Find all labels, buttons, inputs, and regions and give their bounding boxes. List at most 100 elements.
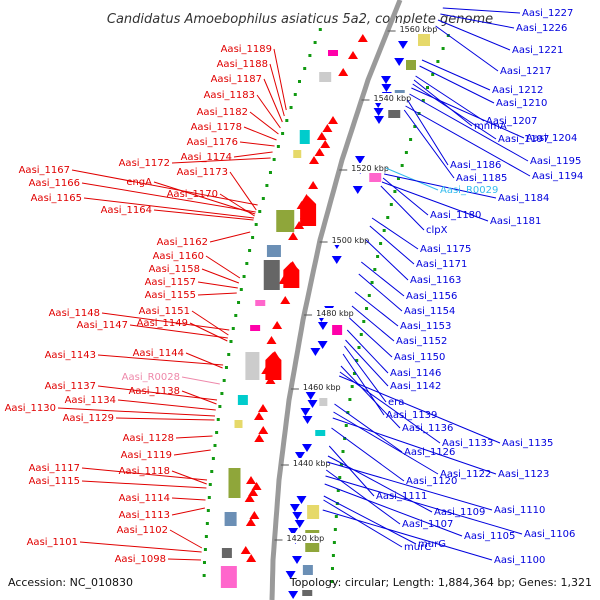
gene-label-left[interactable]: Aasi_1167 xyxy=(19,165,70,176)
gene-label-left[interactable]: Aasi_1143 xyxy=(45,350,96,361)
forward-gene-arrow xyxy=(240,546,251,554)
gene-label-left[interactable]: Aasi_1102 xyxy=(117,525,168,536)
gene-label-right[interactable]: Aasi_1204 xyxy=(526,133,577,144)
gene-label-right[interactable]: Aasi_1175 xyxy=(420,244,471,255)
gene-label-left[interactable]: Aasi_1144 xyxy=(133,348,184,359)
gene-label-right[interactable]: Aasi_1135 xyxy=(502,438,553,449)
label-connector xyxy=(412,83,497,140)
gene-label-right[interactable]: Aasi_1185 xyxy=(456,173,507,184)
gene-label-right[interactable]: Aasi_1186 xyxy=(450,160,501,171)
gene-label-right[interactable]: Aasi_1126 xyxy=(404,447,455,458)
gene-label-right[interactable]: Aasi_1227 xyxy=(522,8,573,19)
gene-label-right[interactable]: Aasi_1171 xyxy=(416,259,467,270)
gene-label-right[interactable]: Aasi_1226 xyxy=(516,23,567,34)
gene-label-right[interactable]: Aasi_1154 xyxy=(404,306,455,317)
gene-label-left[interactable]: Aasi_1178 xyxy=(191,122,242,133)
gene-label-right[interactable]: Aasi_1197 xyxy=(498,134,549,145)
gene-label-left[interactable]: Aasi_1188 xyxy=(217,59,268,70)
gene-label-left[interactable]: Aasi_1158 xyxy=(149,264,200,275)
gene-label-left[interactable]: Aasi_1183 xyxy=(204,90,255,101)
gene-label-left[interactable]: engA xyxy=(126,177,152,188)
gene-label-right[interactable]: Aasi_1156 xyxy=(406,291,457,302)
gene-label-left[interactable]: Aasi_1115 xyxy=(29,476,80,487)
gene-label-right[interactable]: Aasi_1133 xyxy=(442,438,493,449)
gene-label-right[interactable]: Aasi_1153 xyxy=(400,321,451,332)
gene-label-left[interactable]: Aasi_1165 xyxy=(31,193,82,204)
gene-label-right[interactable]: mnmA xyxy=(474,121,507,132)
gene-label-left[interactable]: Aasi_1149 xyxy=(137,318,188,329)
gene-label-right[interactable]: Aasi_1180 xyxy=(430,210,481,221)
gene-label-left[interactable]: Aasi_1114 xyxy=(119,493,170,504)
gene-label-left[interactable]: Aasi_1170 xyxy=(167,189,218,200)
gene-label-left[interactable]: Aasi_1173 xyxy=(177,167,228,178)
gene-label-right[interactable]: Aasi_1221 xyxy=(512,45,563,56)
gene-label-left[interactable]: Aasi_1138 xyxy=(129,386,180,397)
gene-label-right[interactable]: Aasi_1100 xyxy=(494,555,545,566)
gene-label-right[interactable]: Aasi_1107 xyxy=(402,519,453,530)
gene-label-right[interactable]: Aasi_1111 xyxy=(376,491,427,502)
gene-label-right[interactable]: Aasi_1120 xyxy=(406,476,457,487)
gene-label-left[interactable]: Aasi_1129 xyxy=(63,413,114,424)
gene-label-left[interactable]: Aasi_1151 xyxy=(139,306,190,317)
gene-label-right[interactable]: Aasi_1184 xyxy=(498,193,549,204)
gene-label-right[interactable]: clpX xyxy=(426,225,448,236)
gene-label-right[interactable]: Aasi_1146 xyxy=(390,368,441,379)
gene-label-left[interactable]: Aasi_1166 xyxy=(29,178,80,189)
gene-label-left[interactable]: Aasi_R0028 xyxy=(122,372,180,383)
gene-label-left[interactable]: Aasi_1113 xyxy=(119,510,170,521)
gene-label-left[interactable]: Aasi_1117 xyxy=(29,463,80,474)
gene-label-left[interactable]: Aasi_1101 xyxy=(27,537,78,548)
gene-label-right[interactable]: Aasi_1123 xyxy=(498,469,549,480)
gene-label-right[interactable]: Aasi_1163 xyxy=(410,275,461,286)
gene-label-right[interactable]: Aasi_1195 xyxy=(530,156,581,167)
gene-label-right[interactable]: Aasi_1105 xyxy=(464,531,515,542)
gene-label-right[interactable]: Aasi_1136 xyxy=(402,423,453,434)
gene-label-right[interactable]: Aasi_1212 xyxy=(492,85,543,96)
gene-label-right[interactable]: Aasi_1207 xyxy=(486,116,537,127)
label-connector xyxy=(171,470,207,485)
gene-label-left[interactable]: Aasi_1137 xyxy=(45,381,96,392)
gene-label-right[interactable]: murC xyxy=(404,542,431,553)
gene-label-left[interactable]: Aasi_1128 xyxy=(123,433,174,444)
gene-label-left[interactable]: Aasi_1162 xyxy=(157,237,208,248)
gene-label-left[interactable]: Aasi_1182 xyxy=(197,107,248,118)
gene-label-left[interactable]: Aasi_1134 xyxy=(65,395,116,406)
gene-label-left[interactable]: Aasi_1187 xyxy=(211,74,262,85)
gene-label-right[interactable]: Aasi_1217 xyxy=(500,66,551,77)
gene-label-left[interactable]: Aasi_1157 xyxy=(145,277,196,288)
gene-label-left[interactable]: Aasi_1155 xyxy=(145,290,196,301)
gene-label-left[interactable]: Aasi_1174 xyxy=(181,152,232,163)
gene-label-right[interactable]: Aasi_1181 xyxy=(490,216,541,227)
gene-label-right[interactable]: murG xyxy=(418,539,446,550)
gene-dot xyxy=(202,561,206,564)
gene-label-left[interactable]: Aasi_1098 xyxy=(115,554,166,565)
gene-label-right[interactable]: Aasi_1210 xyxy=(496,98,547,109)
gene-label-right[interactable]: era xyxy=(388,397,404,408)
gene-label-left[interactable]: Aasi_1130 xyxy=(5,403,56,414)
gene-label-right[interactable]: Aasi_R0029 xyxy=(440,185,498,196)
gene-label-right[interactable]: Aasi_1139 xyxy=(386,410,437,421)
label-connector xyxy=(440,13,515,29)
gene-dot xyxy=(318,28,322,31)
gene-label-right[interactable]: Aasi_1150 xyxy=(394,352,445,363)
label-connector xyxy=(83,197,255,219)
gene-label-right[interactable]: Aasi_1106 xyxy=(524,529,575,540)
reverse-gene-block xyxy=(302,590,313,596)
gene-label-left[interactable]: Aasi_1148 xyxy=(49,308,100,319)
gene-label-left[interactable]: Aasi_1172 xyxy=(119,158,170,169)
gene-label-right[interactable]: Aasi_1152 xyxy=(396,336,447,347)
gene-label-left[interactable]: Aasi_1189 xyxy=(221,44,272,55)
gene-label-left[interactable]: Aasi_1176 xyxy=(187,137,238,148)
gene-label-right[interactable]: Aasi_1194 xyxy=(532,171,583,182)
kbp-tick-label: 1500 kbp xyxy=(332,236,370,245)
gene-label-right[interactable]: Aasi_1109 xyxy=(434,507,485,518)
gene-label-right[interactable]: Aasi_1110 xyxy=(494,505,545,516)
gene-label-left[interactable]: Aasi_1160 xyxy=(153,251,204,262)
gene-label-right[interactable]: Aasi_1142 xyxy=(390,381,441,392)
forward-gene-arrow xyxy=(251,482,262,490)
gene-label-left[interactable]: Aasi_1119 xyxy=(121,450,172,461)
gene-label-right[interactable]: Aasi_1122 xyxy=(440,469,491,480)
gene-label-left[interactable]: Aasi_1147 xyxy=(77,320,128,331)
gene-label-left[interactable]: Aasi_1164 xyxy=(101,205,152,216)
gene-label-left[interactable]: Aasi_1118 xyxy=(119,466,170,477)
